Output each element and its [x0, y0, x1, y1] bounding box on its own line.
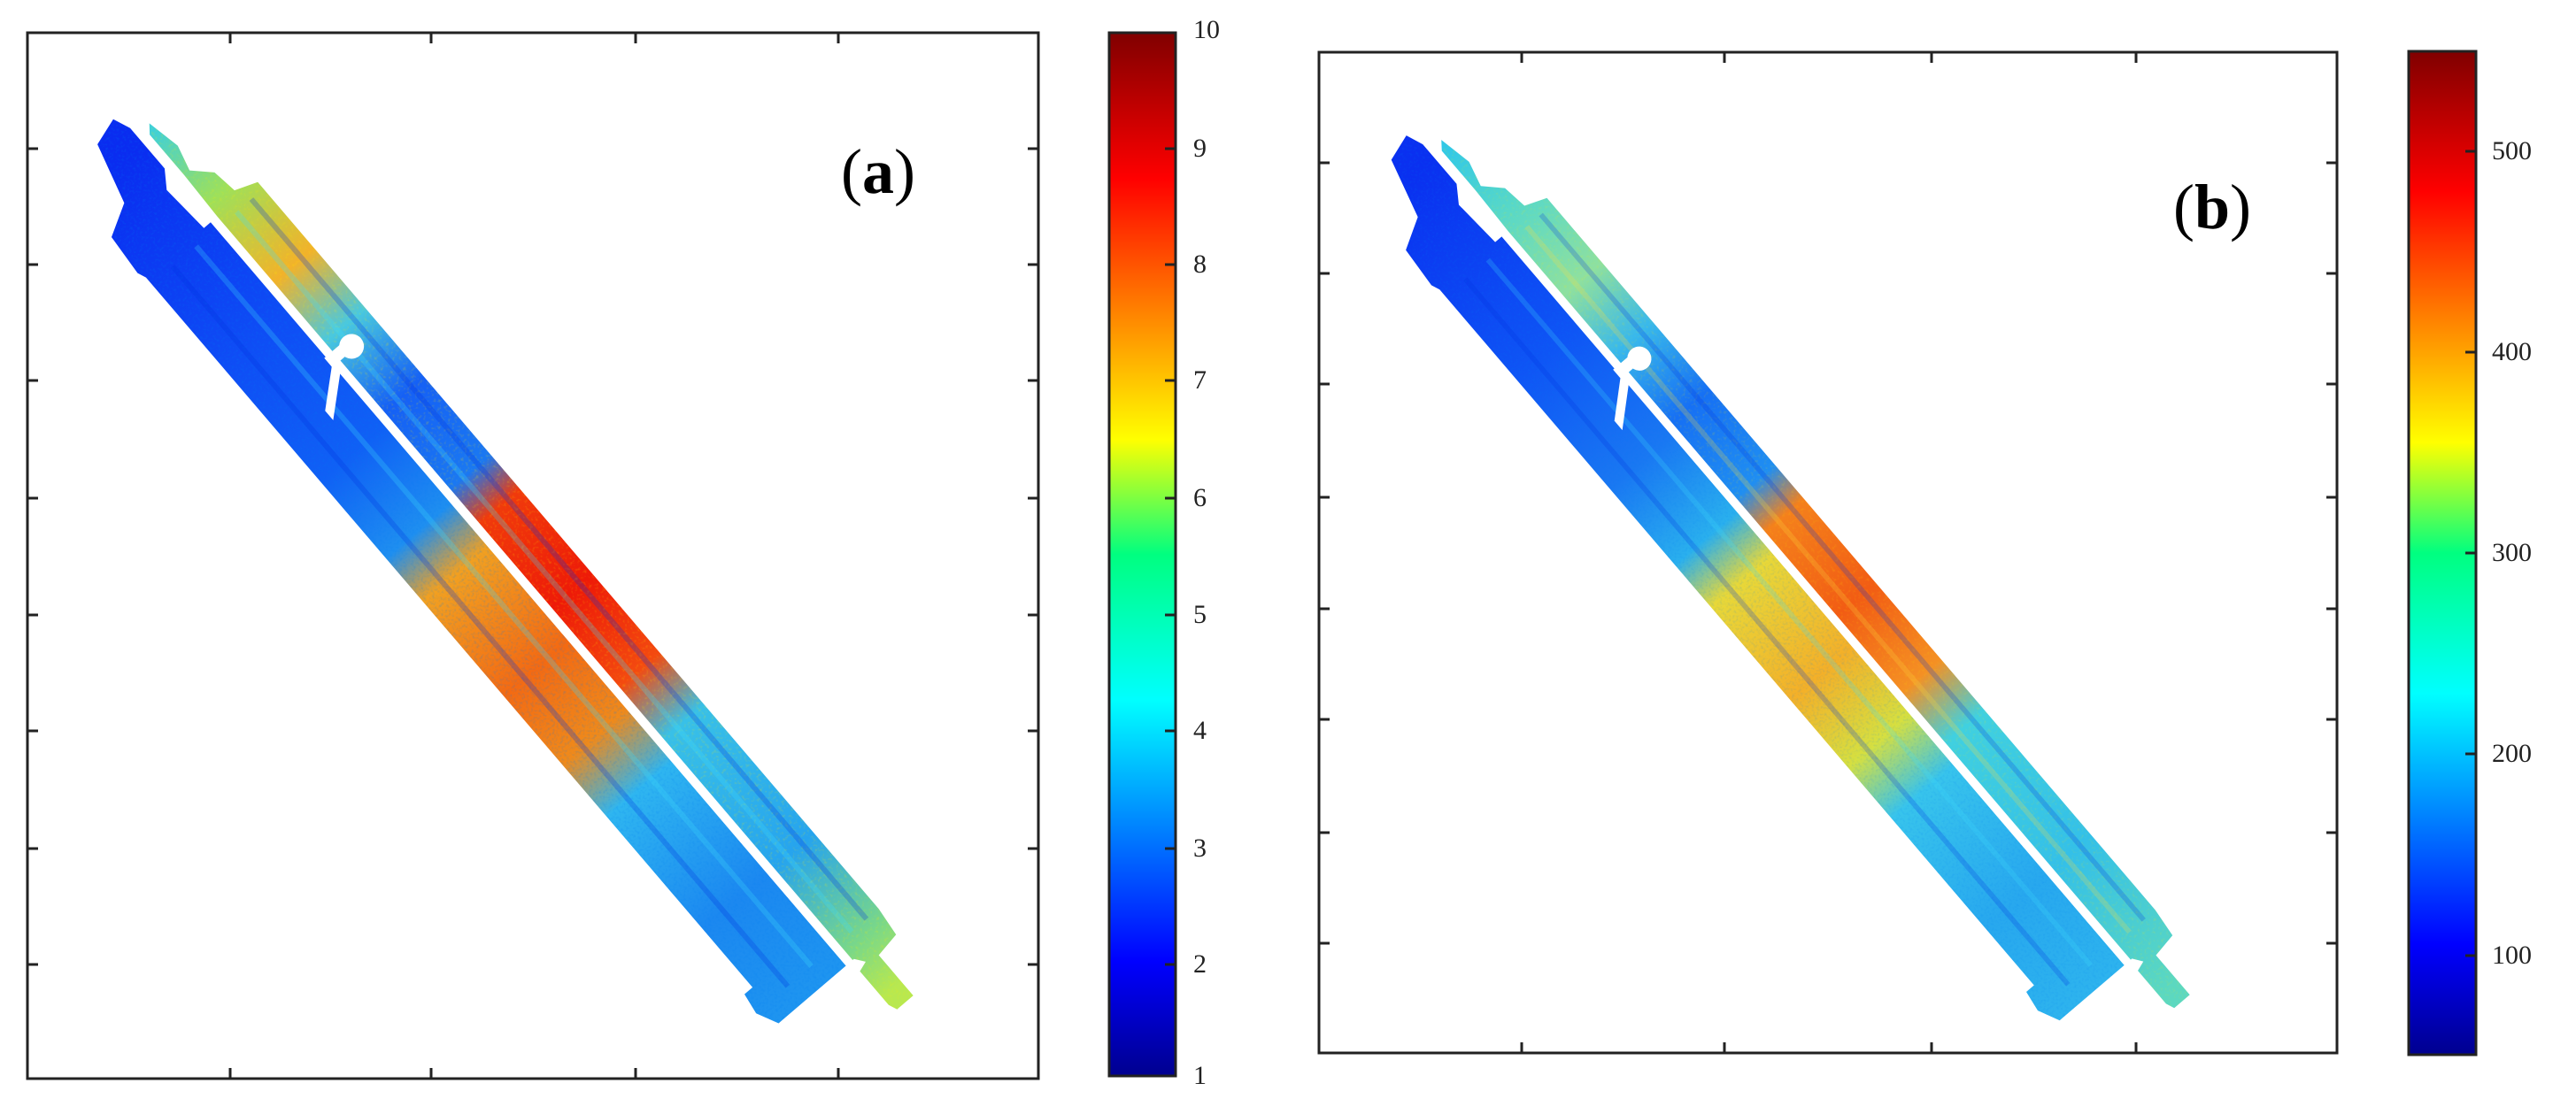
panel-b-y-ticks — [1319, 161, 2337, 945]
panel-a-gap-junction — [324, 334, 365, 420]
colorbar-a-tick: 1 — [1193, 1061, 1207, 1090]
panel-b — [1317, 50, 2339, 1055]
panel-a-label: (a) — [841, 140, 915, 204]
label-letter: a — [861, 136, 894, 207]
colorbar-b-tick: 100 — [2492, 941, 2532, 970]
colorbar-b — [2407, 50, 2478, 1056]
colorbar-b-tick: 200 — [2492, 739, 2532, 768]
colorbar-a-tick: 3 — [1193, 834, 1207, 863]
panel-b-x-ticks — [1520, 52, 2138, 1053]
label-paren-close: ) — [893, 136, 915, 207]
colorbar-a — [1107, 31, 1177, 1078]
label-letter: b — [2194, 172, 2231, 242]
colorbar-a-tick: 8 — [1193, 250, 1207, 279]
colorbar-a-tick: 10 — [1193, 15, 1220, 44]
colorbar-b-tick: 300 — [2492, 538, 2532, 567]
panel-a — [26, 31, 1040, 1080]
panel-b-axes — [1317, 50, 2339, 1055]
panel-b-label: (b) — [2173, 175, 2251, 239]
colorbar-a-tick: 9 — [1193, 134, 1207, 163]
panel-a-y-ticks — [27, 147, 1038, 966]
label-paren-open: ( — [2173, 172, 2194, 242]
colorbar-a-tick: 2 — [1193, 949, 1207, 979]
panel-a-swath — [97, 119, 914, 1024]
label-paren-close: ) — [2230, 172, 2252, 242]
colorbar-b-tick: 500 — [2492, 136, 2532, 165]
panel-b-swath — [1391, 135, 2190, 1021]
colorbar-a-tick: 6 — [1193, 483, 1207, 512]
panel-a-x-ticks — [228, 33, 840, 1079]
colorbar-b-tick: 400 — [2492, 337, 2532, 366]
panel-b-gap-junction — [1613, 346, 1652, 431]
colorbar-a-tick: 5 — [1193, 600, 1207, 629]
label-paren-open: ( — [841, 136, 862, 207]
colorbar-a-tick: 4 — [1193, 716, 1207, 745]
colorbar-a-tick: 7 — [1193, 365, 1207, 395]
panel-a-axes — [26, 31, 1040, 1080]
